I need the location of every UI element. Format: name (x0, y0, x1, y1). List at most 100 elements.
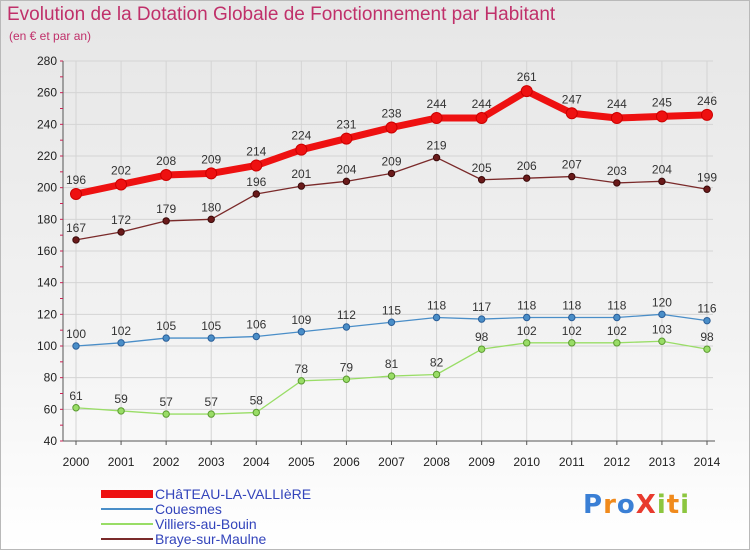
data-point-braye (703, 185, 711, 193)
legend-label: Villiers-au-Bouin (155, 516, 257, 532)
axes: 40 60 80 100 120 140 160 180 200 220 240 260 280 2000… (37, 54, 721, 469)
data-label-braye: 209 (381, 154, 401, 168)
brand-letter: t (666, 490, 681, 520)
data-point-couesmes (432, 313, 441, 322)
data-label-villiers: 102 (607, 324, 627, 338)
data-label-braye: 207 (562, 158, 582, 172)
data-point-couesmes (252, 332, 260, 341)
data-label-couesmes: 118 (562, 299, 581, 313)
data-point-villiers (432, 370, 441, 379)
data-point-chateau (340, 132, 353, 145)
data-point-chateau (250, 159, 263, 172)
data-label-braye: 206 (517, 159, 537, 173)
data-label-couesmes: 105 (201, 319, 221, 333)
data-label-villiers: 98 (475, 330, 489, 344)
y-tick-label: 280 (37, 54, 57, 68)
y-tick-label: 100 (37, 339, 57, 353)
data-point-chateau (430, 112, 443, 124)
y-tick-label: 200 (37, 181, 57, 195)
data-label-villiers: 102 (517, 324, 537, 338)
data-label-braye: 180 (201, 200, 221, 214)
data-label-villiers: 58 (250, 394, 264, 408)
x-tick-label: 2002 (153, 455, 180, 469)
brand-letter: X (635, 490, 657, 520)
data-label-villiers: 57 (205, 395, 219, 409)
data-point-couesmes (117, 339, 125, 347)
y-tick-label: 140 (37, 276, 57, 290)
data-label-braye: 204 (652, 162, 672, 176)
data-point-villiers (297, 377, 306, 385)
data-label-villiers: 102 (562, 324, 582, 338)
data-label-braye: 196 (246, 175, 266, 189)
brand-logo: ProXiti (583, 490, 690, 520)
data-label-couesmes: 109 (291, 313, 311, 327)
y-tick-label: 180 (37, 212, 57, 226)
data-point-couesmes (703, 316, 711, 325)
x-tick-label: 2005 (288, 455, 315, 469)
data-point-braye (432, 153, 441, 162)
data-label-villiers: 81 (385, 357, 399, 371)
x-tick-label: 2000 (63, 455, 90, 469)
data-point-villiers (658, 337, 666, 345)
legend-label: Braye-sur-Maulne (155, 531, 267, 547)
y-tick-label: 160 (37, 244, 57, 258)
x-tick-label: 2006 (333, 455, 360, 469)
data-point-chateau (385, 121, 398, 134)
data-point-villiers (252, 408, 260, 417)
data-point-braye (523, 174, 531, 182)
data-label-villiers: 59 (114, 392, 128, 406)
x-tick-label: 2010 (513, 455, 540, 469)
data-point-braye (297, 182, 306, 190)
brand-letter: o (616, 490, 636, 520)
data-point-villiers (703, 345, 711, 353)
data-label-chateau: 202 (111, 164, 131, 178)
data-label-braye: 179 (156, 202, 176, 216)
data-label-couesmes: 116 (697, 302, 716, 316)
data-label-villiers: 61 (69, 389, 83, 403)
data-point-villiers (613, 339, 621, 347)
y-tick-label: 120 (37, 307, 57, 321)
data-point-chateau (295, 143, 308, 156)
data-point-braye (117, 228, 125, 236)
data-point-braye (72, 236, 80, 244)
data-label-couesmes: 118 (607, 299, 626, 313)
data-label-couesmes: 120 (652, 295, 672, 309)
data-point-chateau (70, 188, 82, 200)
data-label-couesmes: 106 (246, 318, 266, 332)
legend-label: CHâTEAU-LA-VALLIèRE (155, 486, 312, 502)
data-point-villiers (387, 372, 396, 380)
data-point-braye (387, 169, 396, 178)
data-point-chateau (160, 169, 173, 181)
data-point-villiers (117, 407, 125, 415)
data-point-villiers (477, 345, 486, 353)
data-label-chateau: 246 (697, 94, 717, 108)
legend-swatch (101, 508, 153, 510)
data-point-braye (252, 190, 260, 198)
x-tick-label: 2012 (604, 455, 631, 469)
data-label-couesmes: 100 (66, 327, 86, 341)
data-label-chateau: 244 (427, 97, 447, 111)
data-point-chateau (205, 167, 218, 180)
data-point-villiers (342, 375, 351, 383)
data-label-braye: 199 (697, 170, 717, 184)
data-label-couesmes: 115 (382, 303, 401, 317)
data-point-braye (477, 176, 486, 184)
data-point-chateau (115, 178, 128, 191)
data-label-chateau: 244 (607, 97, 627, 111)
data-label-couesmes: 102 (111, 324, 131, 338)
data-label-couesmes: 117 (472, 300, 491, 314)
legend-swatch (101, 523, 153, 525)
data-label-chateau: 209 (201, 152, 221, 166)
data-point-couesmes (342, 323, 351, 331)
data-label-chateau: 224 (291, 129, 311, 143)
brand-letter: i (656, 490, 667, 520)
series-lines (70, 85, 713, 418)
legend-swatch (101, 490, 153, 498)
data-label-chateau: 247 (562, 92, 582, 106)
data-label-couesmes: 112 (337, 308, 356, 322)
data-label-braye: 167 (66, 221, 86, 235)
x-tick-label: 2001 (108, 455, 135, 469)
x-tick-label: 2009 (468, 455, 495, 469)
